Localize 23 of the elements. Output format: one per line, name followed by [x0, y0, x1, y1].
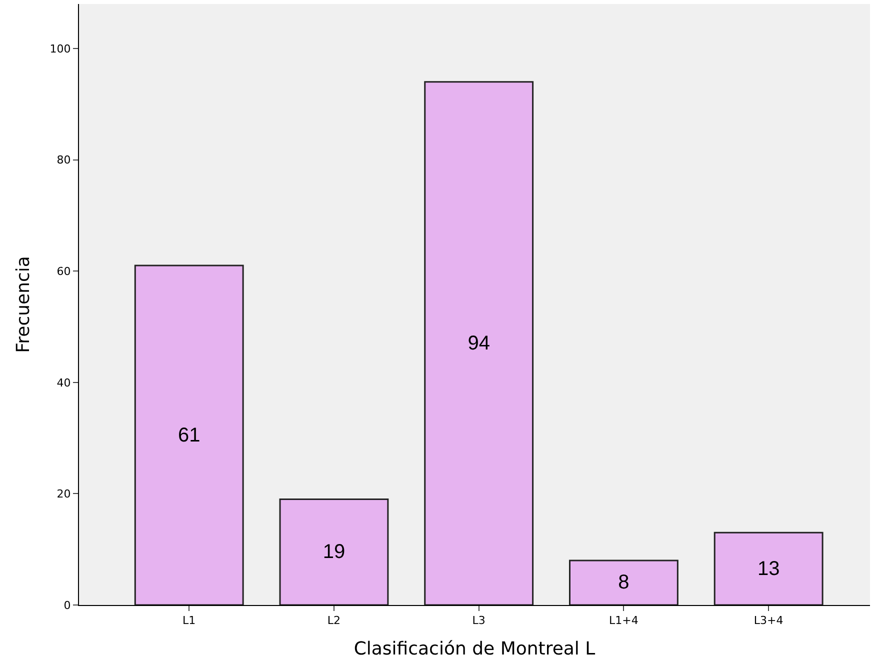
x-tick-label: L3+4 [754, 614, 784, 628]
data-label: 94 [468, 332, 490, 354]
y-tick-label: 0 [64, 598, 71, 612]
data-label: 8 [618, 572, 630, 594]
bar [714, 532, 824, 605]
y-tick-label: 20 [56, 488, 71, 501]
y-axis-title: Frecuencia [13, 256, 34, 353]
x-tick-label: L2 [327, 614, 341, 628]
y-tick-label: 100 [50, 42, 71, 56]
x-tick-label: L1 [182, 614, 196, 628]
bar [569, 560, 678, 605]
y-tick-label: 40 [56, 376, 71, 390]
data-label: 13 [757, 558, 780, 580]
data-label: 19 [322, 541, 346, 564]
y-tick-label: 80 [56, 154, 71, 167]
x-axis-title: Clasificación de Montreal L [354, 638, 596, 660]
bar [424, 81, 534, 605]
bar [134, 264, 244, 605]
y-tick-label: 60 [56, 264, 71, 278]
data-label: 61 [178, 424, 200, 446]
x-tick-label: L3 [472, 614, 486, 628]
bar [279, 498, 389, 605]
x-tick-label: L1+4 [609, 614, 638, 628]
